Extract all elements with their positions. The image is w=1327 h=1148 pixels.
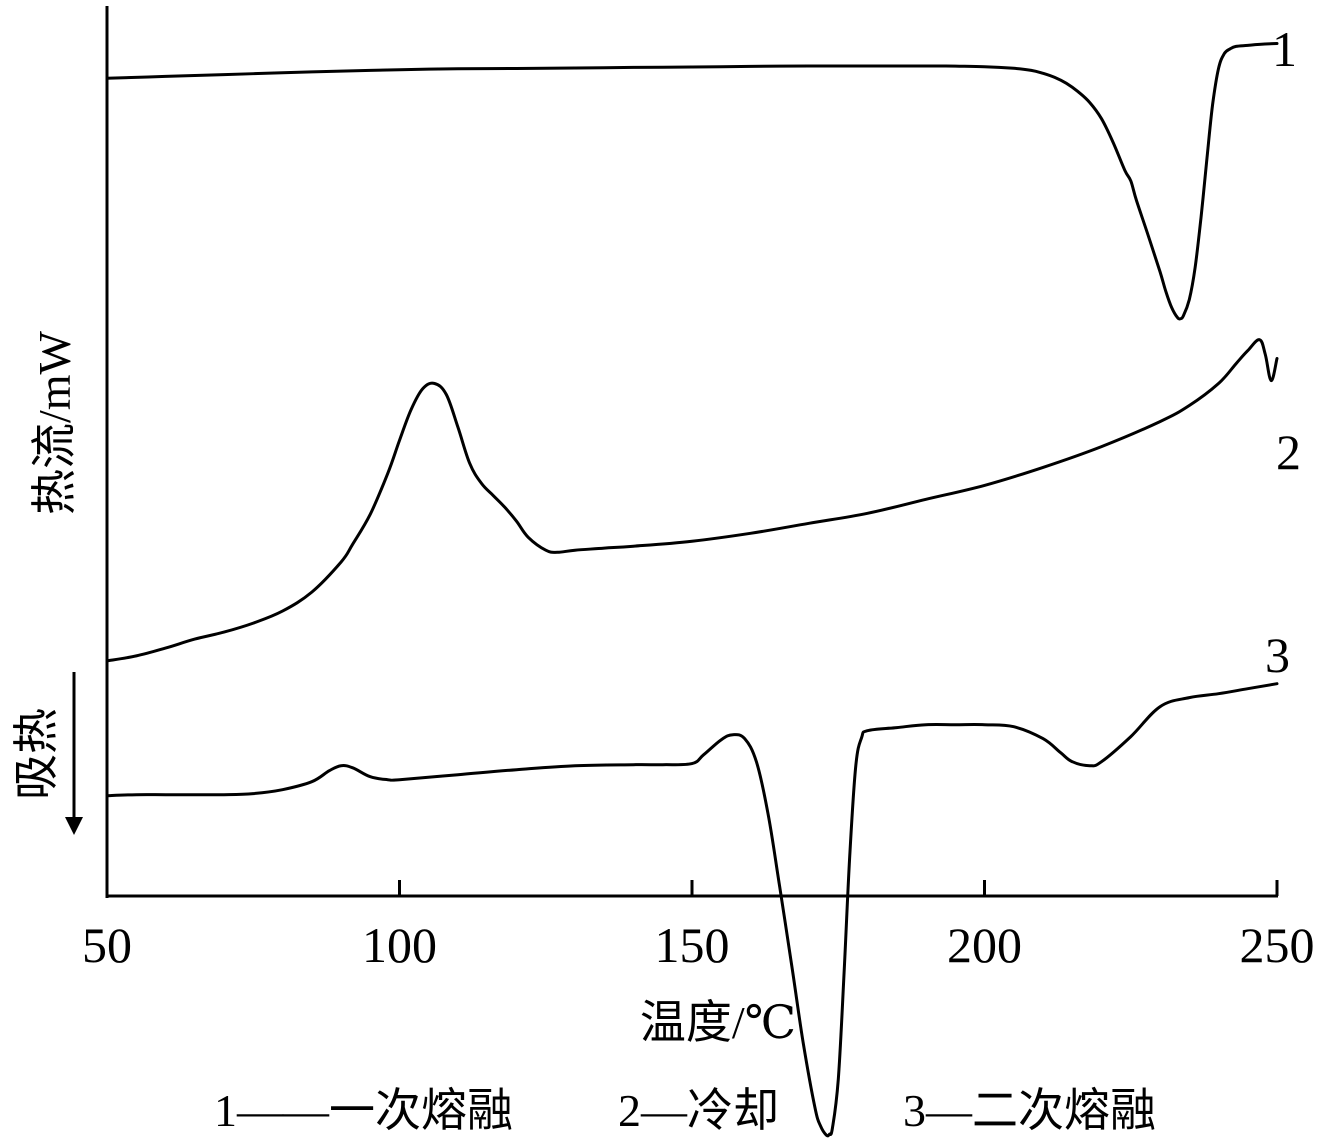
legend-item-1: 1——一次熔融 <box>214 1085 513 1136</box>
x-tick-label-250: 250 <box>1240 917 1315 973</box>
legend: 1——一次熔融 2—冷却 3—二次熔融 <box>214 1085 1156 1136</box>
series-3-label: 3 <box>1265 627 1290 683</box>
legend-item-3: 3—二次熔融 <box>903 1085 1156 1136</box>
x-tick-label-100: 100 <box>362 917 437 973</box>
x-tick-label-200: 200 <box>947 917 1022 973</box>
series-2-label: 2 <box>1276 424 1301 480</box>
series-1-curve <box>105 42 1279 321</box>
endotherm-label: 吸热 <box>11 708 62 800</box>
series-2-curve <box>105 338 1279 663</box>
legend-item-2: 2—冷却 <box>618 1085 779 1136</box>
y-axis-title: 热流/mW <box>29 330 80 515</box>
series-3-curve <box>105 682 1279 1138</box>
series-curves <box>105 42 1279 1138</box>
x-tick-label-50: 50 <box>82 917 132 973</box>
series-1-label: 1 <box>1272 21 1297 77</box>
endotherm-indicator: 吸热 <box>11 672 83 835</box>
x-tick-label-150: 150 <box>655 917 730 973</box>
x-axis-title: 温度/℃ <box>640 997 796 1048</box>
x-axis-ticks <box>105 880 1279 896</box>
x-axis-tick-labels: 50 100 150 200 250 <box>82 917 1315 973</box>
